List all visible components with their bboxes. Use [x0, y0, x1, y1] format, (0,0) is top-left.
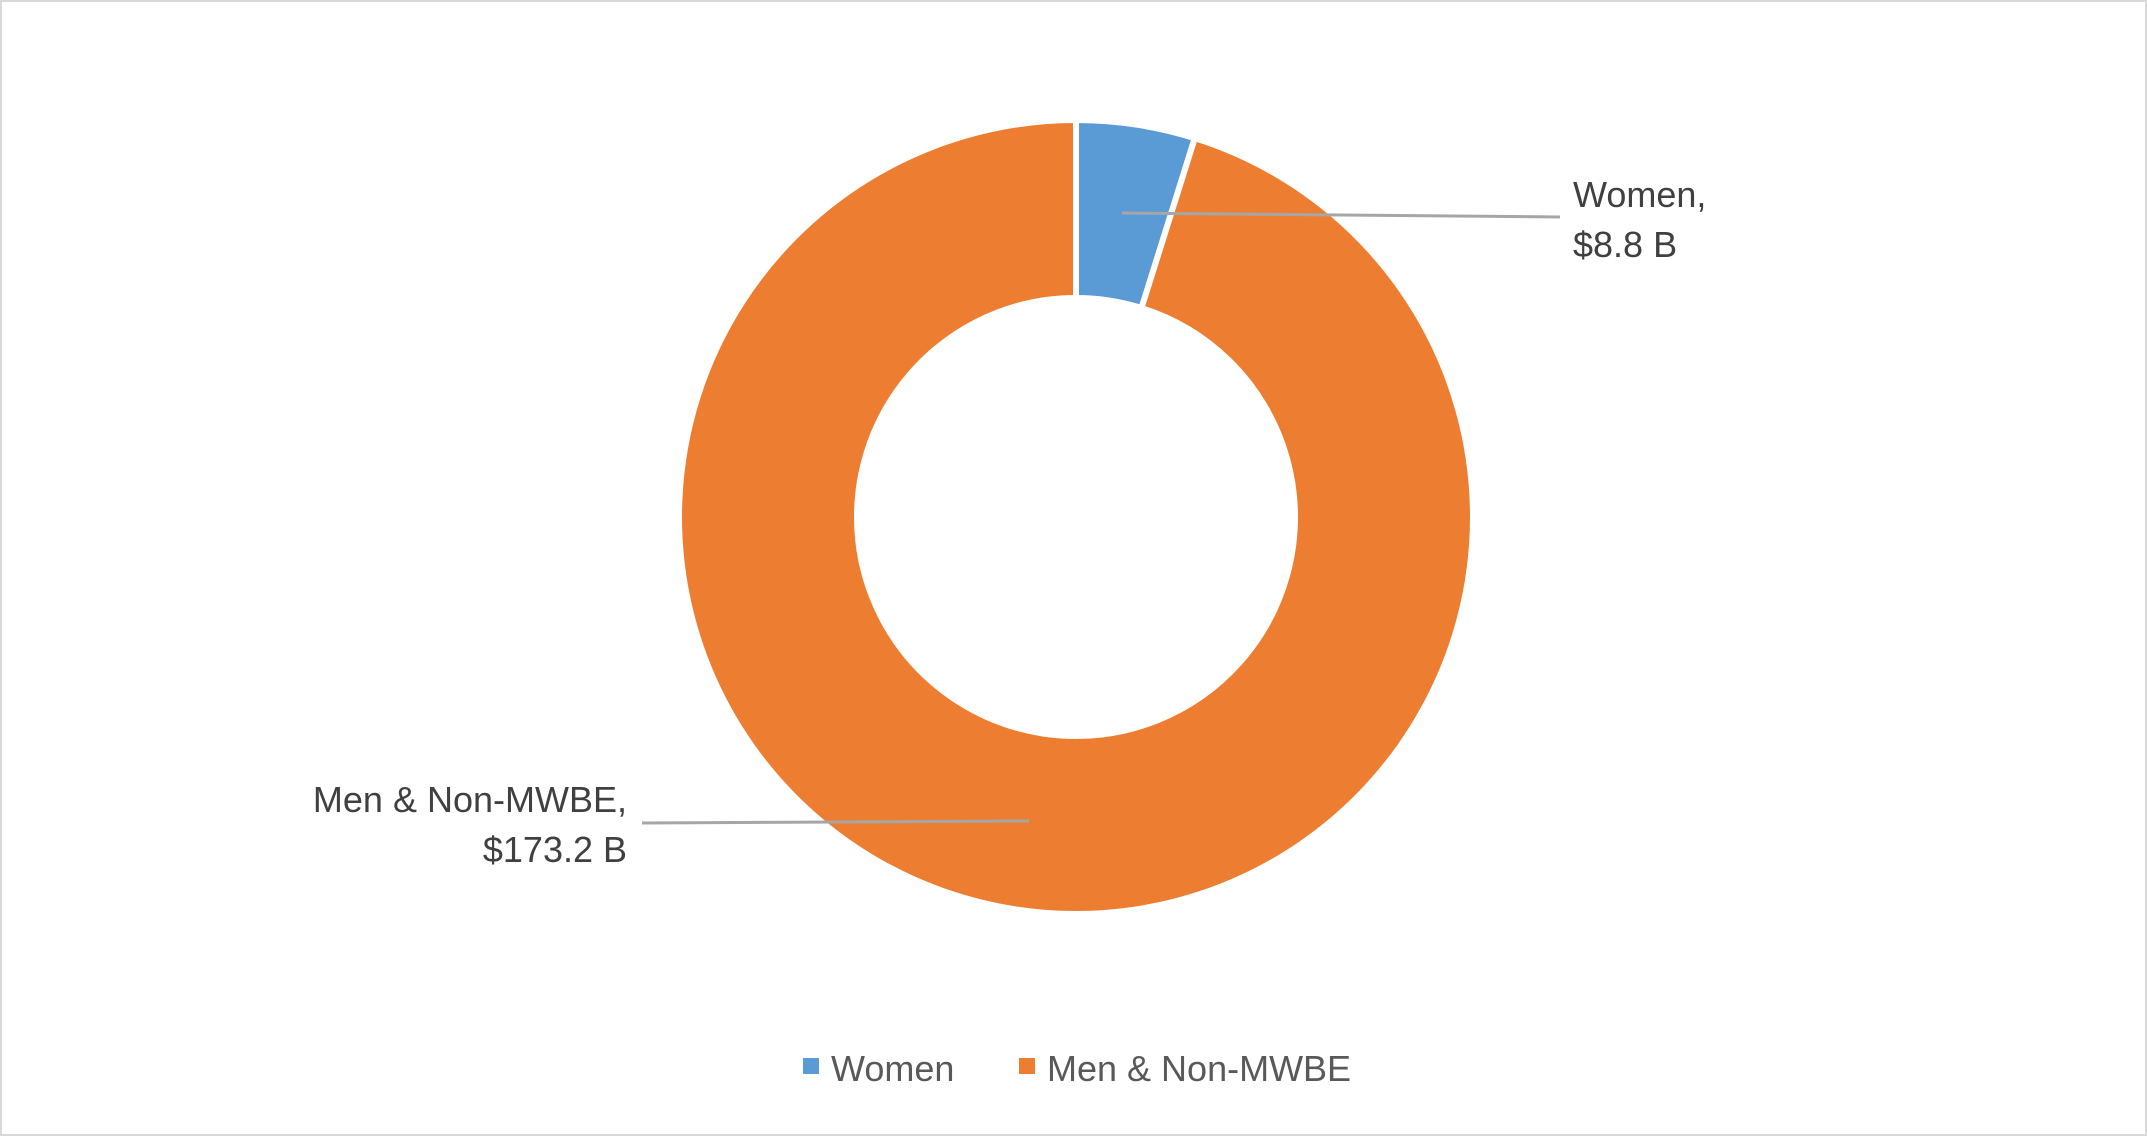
legend-swatch-women — [803, 1058, 819, 1074]
slice-men-non-mwbe — [676, 116, 1476, 917]
legend: Women Men & Non-MWBE — [803, 1048, 1351, 1089]
data-label-women-name: Women, — [1573, 174, 1706, 215]
data-label-women-value: $8.8 B — [1573, 224, 1677, 265]
legend-label-women: Women — [831, 1048, 954, 1089]
slices-group — [676, 116, 1476, 917]
data-label-men-value: $173.2 B — [483, 829, 627, 870]
leader-lines-group — [641, 211, 1561, 825]
leader-line-men — [641, 819, 1030, 825]
data-label-men-name: Men & Non-MWBE, — [313, 779, 627, 820]
leader-line-women — [1121, 211, 1561, 219]
legend-swatch-men — [1019, 1058, 1035, 1074]
legend-label-men: Men & Non-MWBE — [1047, 1048, 1351, 1089]
